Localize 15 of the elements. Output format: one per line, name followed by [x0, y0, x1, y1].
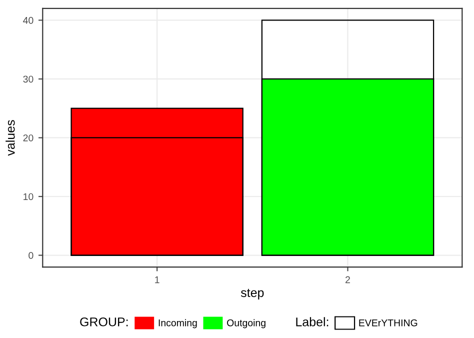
bar	[70, 108, 244, 256]
y-tick-label: 0	[28, 252, 34, 259]
x-axis-title: step	[240, 288, 264, 300]
y-tick-label: 20	[23, 134, 34, 142]
y-tick-label: 30	[23, 76, 34, 83]
text: Label:	[296, 317, 328, 326]
y-axis-title: values	[6, 120, 15, 156]
y-tick-label: 40	[23, 16, 34, 24]
x-tick-label: 2	[346, 276, 350, 284]
legend-label: Outgoing	[227, 319, 266, 328]
text: GROUP:	[80, 317, 128, 326]
legend-label: EVErYTHING	[359, 319, 418, 326]
legend-label: Incoming	[158, 319, 197, 328]
x-tick-label: 1	[155, 276, 160, 284]
y-tick-label: 10	[24, 193, 34, 200]
